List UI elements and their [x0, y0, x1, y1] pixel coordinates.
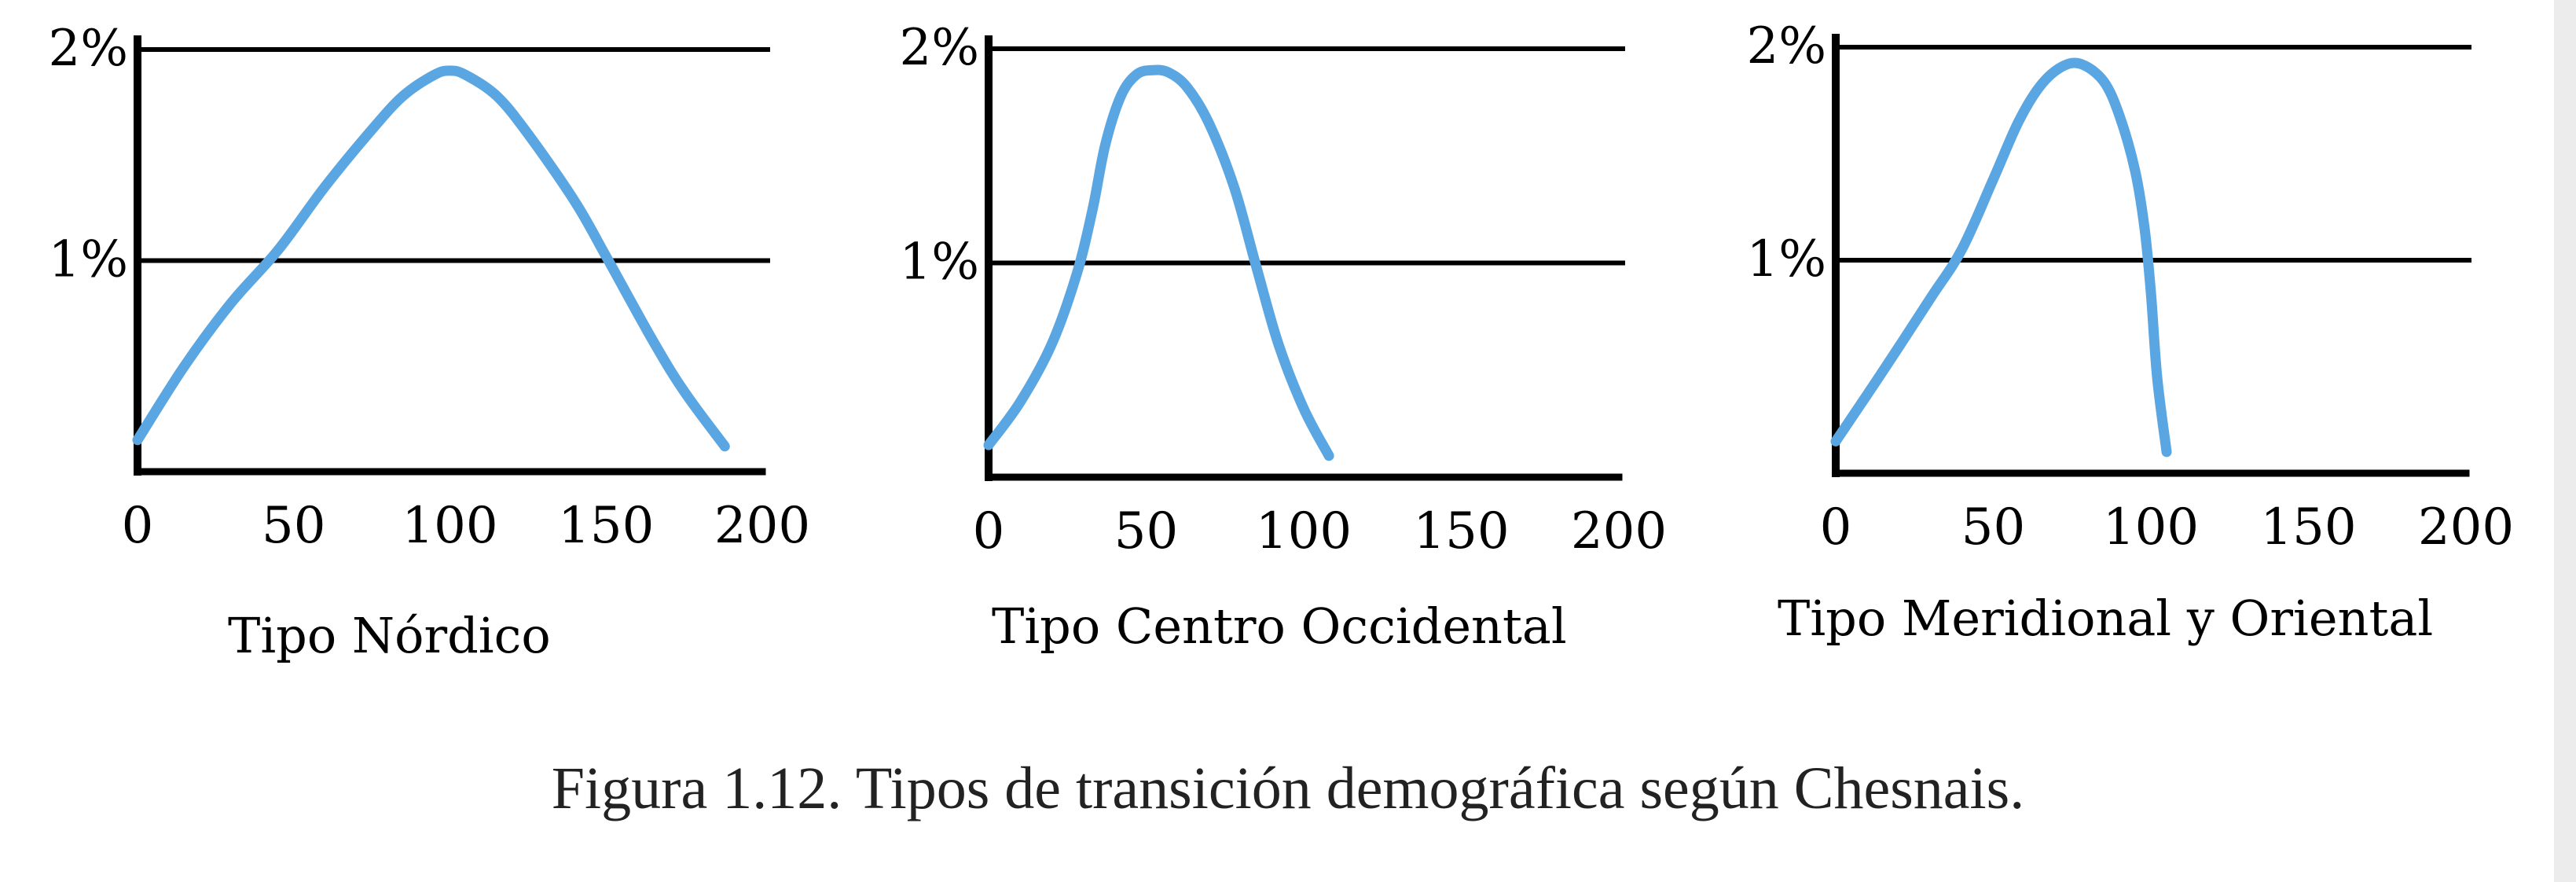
- y-tick-label: 2%: [48, 20, 128, 78]
- x-tick-label: 100: [402, 497, 497, 555]
- x-tick-label: 200: [1571, 502, 1667, 560]
- x-tick-label: 150: [2260, 498, 2356, 557]
- chart-panel-nordico: 1% 2% 0 50 100 150 200 Tipo Nórdico: [48, 20, 810, 664]
- x-tick-label: 200: [2418, 498, 2514, 557]
- panel-title: Tipo Centro Occidental: [992, 597, 1567, 655]
- x-tick-label: 50: [1114, 502, 1178, 560]
- x-tick-label: 50: [262, 497, 325, 555]
- series-line: [1830, 57, 2172, 458]
- x-tick-label: 150: [1413, 502, 1509, 560]
- panel-title: Tipo Nórdico: [228, 607, 551, 664]
- series-line: [983, 64, 1334, 461]
- x-tick-label: 0: [122, 497, 154, 555]
- page-edge-shadow: [2554, 0, 2576, 882]
- x-tick-label: 50: [1961, 498, 2025, 557]
- x-tick-label: 150: [558, 497, 654, 555]
- x-tick-label: 100: [2103, 498, 2199, 557]
- series-line: [132, 65, 730, 452]
- x-tick-label: 100: [1256, 502, 1352, 560]
- y-tick-label: 1%: [48, 231, 128, 289]
- panel-title: Tipo Meridional y Oriental: [1778, 590, 2433, 647]
- y-tick-label: 1%: [1746, 230, 1826, 288]
- x-tick-label: 0: [1820, 498, 1852, 557]
- figure-caption: Figura 1.12. Tipos de transición demográ…: [551, 755, 2025, 821]
- x-tick-label: 200: [714, 497, 810, 555]
- y-tick-label: 2%: [899, 19, 979, 77]
- chart-panel-meridional-oriental: 1% 2% 0 50 100 150 200 Tipo Meridional y Orient…: [1746, 17, 2514, 647]
- y-tick-label: 2%: [1746, 17, 1826, 75]
- y-tick-label: 1%: [899, 233, 979, 292]
- x-tick-label: 0: [973, 502, 1005, 560]
